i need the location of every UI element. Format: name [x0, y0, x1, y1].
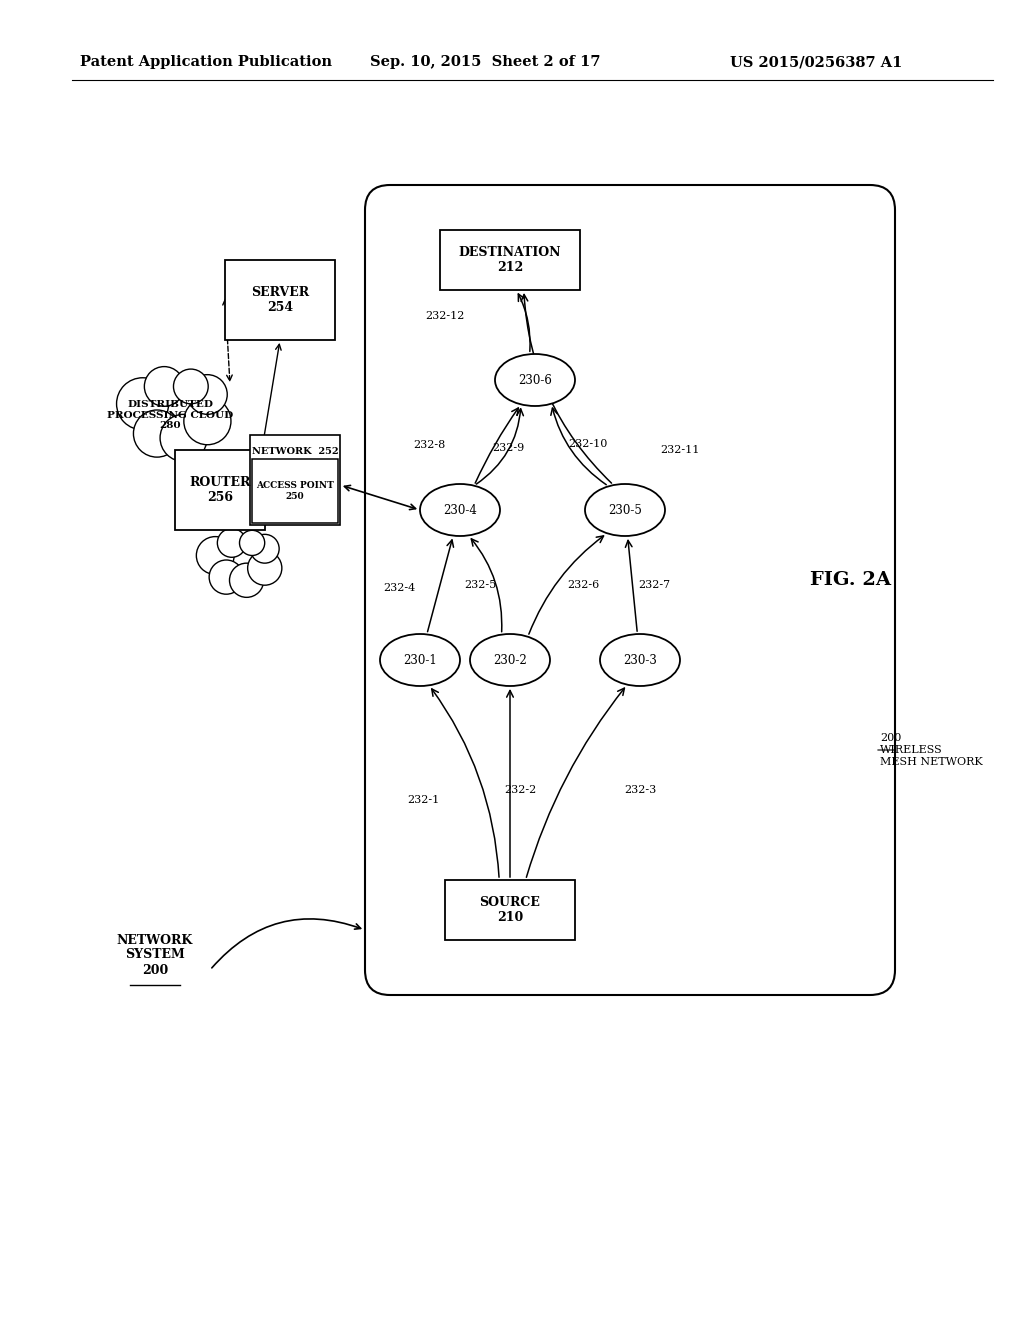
Text: 230-2: 230-2 [494, 653, 527, 667]
Text: 232-7: 232-7 [638, 579, 670, 590]
Text: Patent Application Publication: Patent Application Publication [80, 55, 332, 69]
Text: 232-3: 232-3 [624, 785, 656, 795]
Text: 230-3: 230-3 [623, 653, 657, 667]
Text: 232-2: 232-2 [504, 785, 537, 795]
Text: 232-9: 232-9 [492, 444, 524, 453]
Text: 232-11: 232-11 [660, 445, 699, 455]
Text: FIG. 2A: FIG. 2A [810, 572, 891, 589]
Ellipse shape [600, 634, 680, 686]
Circle shape [250, 535, 280, 564]
Text: 232-8: 232-8 [413, 440, 445, 450]
Circle shape [248, 550, 282, 585]
Text: 232-12: 232-12 [426, 312, 465, 321]
Circle shape [144, 367, 184, 407]
Circle shape [240, 531, 264, 556]
Circle shape [184, 397, 231, 445]
FancyBboxPatch shape [175, 450, 265, 531]
Text: Sep. 10, 2015  Sheet 2 of 17: Sep. 10, 2015 Sheet 2 of 17 [370, 55, 600, 69]
Ellipse shape [585, 484, 665, 536]
Text: 232-1: 232-1 [408, 795, 440, 805]
Text: ACCESS POINT
250: ACCESS POINT 250 [256, 482, 334, 500]
Ellipse shape [420, 484, 500, 536]
Text: SERVER
254: SERVER 254 [251, 286, 309, 314]
Text: 232-5: 232-5 [464, 579, 497, 590]
Text: US 2015/0256387 A1: US 2015/0256387 A1 [730, 55, 902, 69]
Text: 230-5: 230-5 [608, 503, 642, 516]
Circle shape [173, 370, 208, 404]
FancyBboxPatch shape [365, 185, 895, 995]
Text: NETWORK
SYSTEM
200: NETWORK SYSTEM 200 [117, 933, 194, 977]
Circle shape [133, 411, 180, 457]
FancyBboxPatch shape [252, 459, 338, 523]
Circle shape [141, 376, 209, 444]
Ellipse shape [495, 354, 575, 407]
Circle shape [187, 375, 227, 414]
FancyBboxPatch shape [440, 230, 580, 290]
Text: 232-10: 232-10 [568, 440, 607, 449]
Circle shape [117, 378, 169, 430]
FancyBboxPatch shape [250, 436, 340, 525]
Circle shape [160, 414, 207, 462]
Text: NETWORK  252: NETWORK 252 [252, 447, 338, 455]
Circle shape [215, 535, 265, 585]
Circle shape [197, 537, 234, 574]
Text: DESTINATION
212: DESTINATION 212 [459, 246, 561, 275]
Ellipse shape [380, 634, 460, 686]
Text: 230-1: 230-1 [403, 653, 437, 667]
Circle shape [209, 560, 244, 594]
FancyBboxPatch shape [445, 880, 575, 940]
Text: ROUTER
256: ROUTER 256 [189, 477, 251, 504]
Text: 230-4: 230-4 [443, 503, 477, 516]
Ellipse shape [470, 634, 550, 686]
Text: DISTRIBUTED
PROCESSING CLOUD
280: DISTRIBUTED PROCESSING CLOUD 280 [106, 400, 233, 430]
Text: 200
WIRELESS
MESH NETWORK: 200 WIRELESS MESH NETWORK [880, 734, 983, 767]
Text: 232-6: 232-6 [567, 579, 599, 590]
Text: SOURCE
210: SOURCE 210 [479, 896, 541, 924]
FancyBboxPatch shape [225, 260, 335, 341]
Text: 232-4: 232-4 [383, 583, 415, 593]
Circle shape [217, 528, 246, 557]
Circle shape [229, 564, 264, 598]
Text: 230-6: 230-6 [518, 374, 552, 387]
